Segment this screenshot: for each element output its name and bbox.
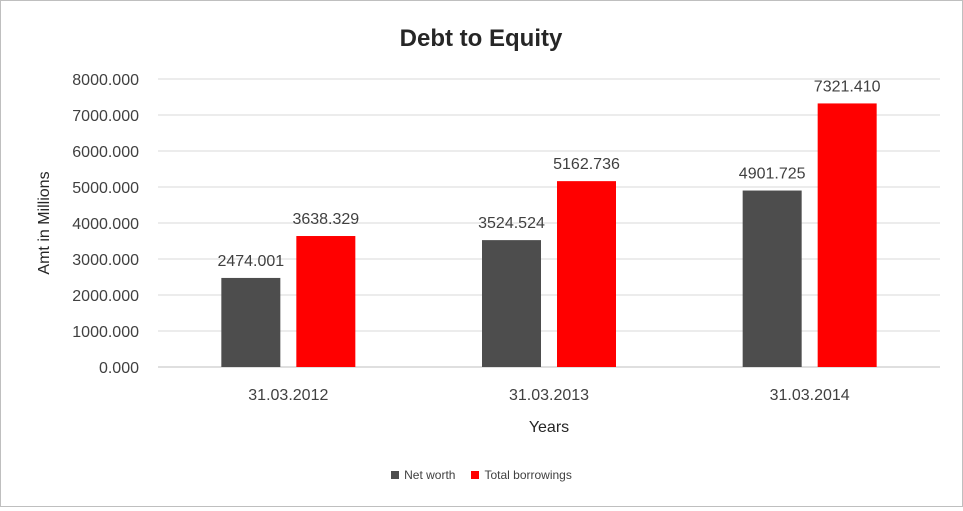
- bar-net-worth: [742, 190, 802, 367]
- bar-net-worth: [221, 277, 281, 367]
- chart-title: Debt to Equity: [400, 25, 563, 52]
- x-tick-label: 31.03.2014: [770, 387, 850, 404]
- x-axis-label: Years: [529, 419, 569, 436]
- y-tick-label: 4000.000: [72, 216, 139, 233]
- y-tick-label: 6000.000: [72, 144, 139, 161]
- y-tick-label: 8000.000: [72, 72, 139, 89]
- y-tick-label: 5000.000: [72, 180, 139, 197]
- legend-swatch-net-worth: [391, 471, 400, 479]
- data-label: 3638.329: [292, 211, 359, 228]
- legend-swatch-total-borrowings: [471, 471, 480, 479]
- bar-total-borrowings: [817, 103, 877, 368]
- legend-item-total-borrowings: Total borrowings: [471, 468, 572, 482]
- y-tick-label: 1000.000: [72, 324, 139, 341]
- data-label: 4901.725: [739, 166, 806, 183]
- data-label: 2474.001: [217, 253, 284, 270]
- y-axis-ticks: 0.000 1000.000 2000.000 3000.000 4000.000 500…: [72, 72, 139, 377]
- y-tick-label: 2000.000: [72, 288, 139, 305]
- legend-label-total-borrowings: Total borrowings: [484, 468, 572, 482]
- bar-total-borrowings: [296, 236, 356, 367]
- bar-net-worth: [482, 240, 541, 367]
- y-tick-label: 3000.000: [72, 252, 139, 269]
- data-label: 3524.524: [478, 215, 545, 232]
- bars: [221, 103, 877, 368]
- x-axis-ticks: 31.03.2012 31.03.2013 31.03.2014: [248, 387, 850, 404]
- legend: Net worth Total borrowings: [0, 468, 963, 482]
- data-label: 7321.410: [814, 78, 881, 95]
- y-tick-label: 0.000: [99, 360, 139, 377]
- y-axis-label: Amt in Millions: [36, 171, 53, 274]
- bar-total-borrowings: [557, 181, 616, 367]
- data-label: 5162.736: [553, 156, 620, 173]
- x-tick-label: 31.03.2013: [509, 387, 589, 404]
- x-tick-label: 31.03.2012: [248, 387, 328, 404]
- gridlines: [158, 78, 940, 368]
- legend-item-net-worth: Net worth: [391, 468, 455, 482]
- y-tick-label: 7000.000: [72, 108, 139, 125]
- legend-label-net-worth: Net worth: [404, 468, 456, 482]
- data-labels: 2474.001 3638.329 3524.524 5162.736 4901.725…: [217, 78, 880, 270]
